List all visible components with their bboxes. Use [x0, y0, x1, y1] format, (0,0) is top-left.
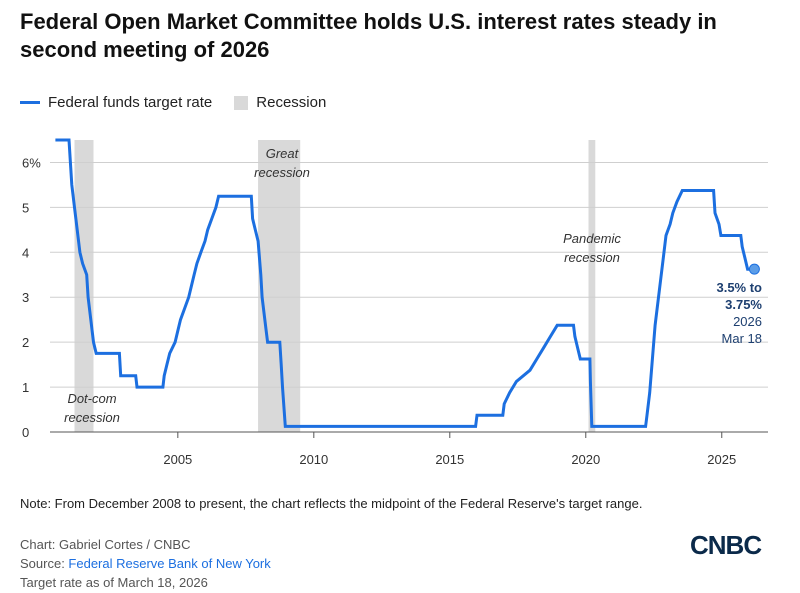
recession-annotation-2-line-0: Pandemic	[563, 231, 621, 246]
chart-title: Federal Open Market Committee holds U.S.…	[20, 9, 717, 62]
chart-as-of: Target rate as of March 18, 2026	[20, 575, 208, 590]
source-prefix: Source:	[20, 556, 69, 571]
y-tick-label-5: 5	[22, 200, 29, 215]
chart-legend: Federal funds target rate Recession	[20, 94, 326, 111]
chart-note: Note: From December 2008 to present, the…	[20, 496, 643, 511]
rate-chart: 0 1 2 3 4 5 6% 2005 2010 2015 2020 2025 Dot-com reces…	[22, 138, 768, 467]
end-label-line-0: 3.5% to	[716, 280, 762, 295]
x-tick-label-2: 2015	[435, 452, 464, 467]
end-label-line-3: Mar 18	[722, 331, 762, 346]
x-tick-label-3: 2020	[571, 452, 600, 467]
y-tick-label-4: 4	[22, 245, 29, 260]
end-point-marker	[748, 263, 760, 275]
recession-annotation-2-line-1: recession	[564, 250, 620, 265]
y-tick-label-6: 6%	[22, 155, 41, 170]
recession-annotation-1-line-1: recession	[254, 165, 310, 180]
recession-annotation-0-line-1: recession	[64, 410, 120, 425]
chart-credit: Chart: Gabriel Cortes / CNBC	[20, 537, 191, 552]
legend-recession-label: Recession	[256, 94, 327, 111]
y-tick-label-3: 3	[22, 290, 29, 305]
x-tick-label-0: 2005	[163, 452, 192, 467]
y-tick-label-1: 1	[22, 380, 29, 395]
y-tick-label-2: 2	[22, 335, 29, 350]
legend-recession-swatch	[234, 95, 249, 110]
chart-source: Source: Federal Reserve Bank of New York	[20, 556, 271, 571]
series-line-0	[55, 138, 755, 428]
y-tick-label-0: 0	[22, 425, 29, 440]
legend-series-label: Federal funds target rate	[48, 94, 213, 111]
x-tick-label-4: 2025	[707, 452, 736, 467]
end-label-line-2: 2026	[733, 314, 762, 329]
recession-annotation-1-line-0: Great	[266, 146, 300, 161]
recession-annotation-0-line-0: Dot-com	[67, 391, 116, 406]
recession-band-1	[258, 140, 301, 432]
legend-line-swatch	[20, 101, 40, 104]
x-tick-label-1: 2010	[299, 452, 328, 467]
source-link[interactable]: Federal Reserve Bank of New York	[68, 556, 271, 571]
cnbc-logo: CNBC	[690, 530, 762, 560]
recession-band-2	[588, 140, 596, 432]
end-label-line-1: 3.75%	[725, 297, 762, 312]
recession-band-0	[74, 140, 94, 432]
